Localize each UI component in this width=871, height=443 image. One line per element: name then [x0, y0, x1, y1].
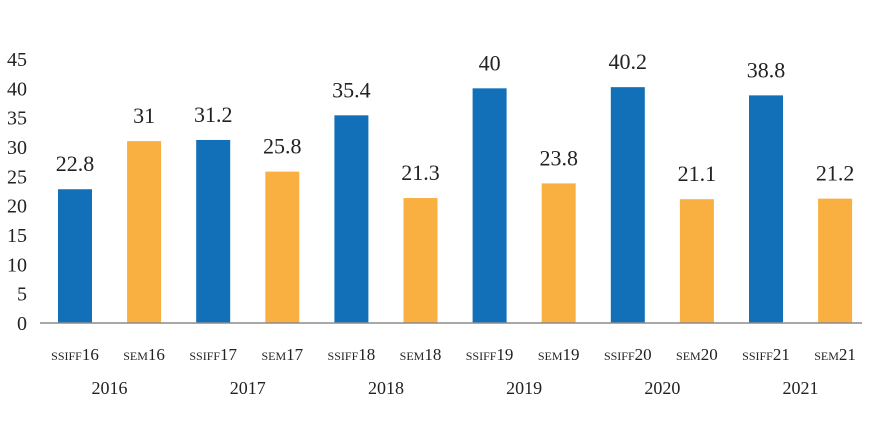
category-labels: ssiff16 sem16 ssiff17 sem17 ssiff18 sem18 ssif… — [51, 345, 856, 364]
bar-ssiff20 — [610, 87, 645, 323]
year-label-2020: 2020 — [644, 378, 680, 398]
bar-sem16 — [127, 141, 162, 323]
year-labels: 2016 2017 2018 2019 2020 2021 — [92, 378, 819, 398]
data-label-ssiff19: 40 — [479, 50, 501, 75]
data-label-ssiff18: 35.4 — [332, 77, 371, 102]
year-label-2017: 2017 — [230, 378, 266, 398]
bar-ssiff17 — [196, 139, 231, 323]
data-label-ssiff20: 40.2 — [609, 49, 648, 74]
data-label-sem18: 21.3 — [401, 160, 440, 185]
category-label-sem18: sem18 — [400, 345, 442, 364]
y-tick-label: 15 — [7, 225, 27, 247]
y-tick-label: 40 — [7, 78, 27, 100]
y-tick-label: 25 — [7, 166, 27, 188]
bar-ssiff21 — [749, 95, 783, 323]
y-axis-ticks: 0 5 10 15 20 25 30 35 40 45 — [7, 49, 27, 335]
data-label-sem20: 21.1 — [678, 161, 717, 186]
y-tick-label: 10 — [7, 254, 27, 276]
category-label-ssiff19: ssiff19 — [466, 345, 514, 364]
category-label-ssiff20: ssiff20 — [604, 345, 652, 364]
data-label-sem19: 23.8 — [539, 145, 578, 170]
category-label-ssiff21: ssiff21 — [742, 345, 790, 364]
data-labels: 22.8 31 31.2 25.8 35.4 21.3 40 23.8 40.2 21.1 38.8… — [56, 49, 855, 186]
category-label-sem16: sem16 — [123, 345, 165, 364]
y-tick-label: 5 — [17, 284, 27, 306]
year-label-2021: 2021 — [783, 378, 819, 398]
data-label-sem17: 25.8 — [263, 134, 302, 159]
category-label-sem20: sem20 — [676, 345, 718, 364]
data-label-ssiff16: 22.8 — [56, 151, 95, 176]
bar-sem17 — [265, 171, 300, 323]
year-label-2018: 2018 — [368, 378, 404, 398]
y-tick-label: 20 — [7, 196, 27, 218]
bars — [58, 87, 853, 323]
bar-sem18 — [403, 198, 438, 323]
bar-ssiff18 — [334, 115, 369, 323]
category-label-ssiff16: ssiff16 — [51, 345, 99, 364]
data-label-ssiff21: 38.8 — [747, 57, 786, 82]
y-tick-label: 30 — [7, 137, 27, 159]
data-label-sem21: 21.2 — [816, 161, 855, 186]
category-label-sem17: sem17 — [261, 345, 303, 364]
bar-ssiff19 — [472, 88, 507, 323]
category-label-sem19: sem19 — [538, 345, 580, 364]
y-tick-label: 35 — [7, 108, 27, 130]
year-label-2019: 2019 — [506, 378, 542, 398]
category-label-ssiff17: ssiff17 — [189, 345, 237, 364]
data-label-sem16: 31 — [133, 103, 155, 128]
y-tick-label: 0 — [17, 313, 27, 335]
data-label-ssiff17: 31.2 — [194, 102, 233, 127]
category-label-sem21: sem21 — [814, 345, 856, 364]
bar-sem19 — [541, 183, 576, 323]
bar-ssiff16 — [58, 189, 92, 323]
category-label-ssiff18: ssiff18 — [328, 345, 376, 364]
bar-sem20 — [679, 199, 714, 323]
year-label-2016: 2016 — [92, 378, 128, 398]
bar-sem21 — [818, 198, 853, 323]
y-tick-label: 45 — [7, 49, 27, 71]
